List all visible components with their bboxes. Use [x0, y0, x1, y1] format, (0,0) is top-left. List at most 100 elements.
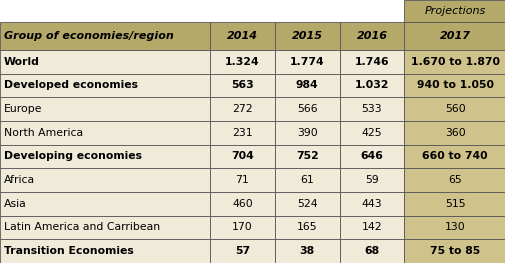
Bar	[274, 97, 339, 121]
Text: 704: 704	[231, 151, 253, 161]
Bar	[210, 97, 274, 121]
Text: 1.324: 1.324	[225, 57, 259, 67]
Bar	[339, 22, 403, 50]
Bar	[339, 239, 403, 263]
Text: 2015: 2015	[291, 31, 322, 41]
Bar	[210, 22, 274, 50]
Text: 272: 272	[232, 104, 252, 114]
Text: 563: 563	[231, 80, 253, 90]
Bar	[403, 168, 505, 192]
Bar	[210, 168, 274, 192]
Bar	[339, 216, 403, 239]
Text: 231: 231	[232, 128, 252, 138]
Bar	[210, 145, 274, 168]
Text: 68: 68	[364, 246, 379, 256]
Bar	[274, 168, 339, 192]
Bar	[0, 97, 210, 121]
Text: 515: 515	[444, 199, 465, 209]
Text: 566: 566	[296, 104, 317, 114]
Bar	[274, 0, 339, 22]
Text: 1.746: 1.746	[354, 57, 388, 67]
Bar	[274, 239, 339, 263]
Bar	[274, 121, 339, 145]
Text: 560: 560	[444, 104, 465, 114]
Bar	[339, 145, 403, 168]
Bar	[210, 50, 274, 74]
Text: 390: 390	[296, 128, 317, 138]
Text: 360: 360	[444, 128, 465, 138]
Bar	[0, 121, 210, 145]
Text: 2016: 2016	[356, 31, 387, 41]
Text: Europe: Europe	[4, 104, 42, 114]
Text: 2017: 2017	[439, 31, 470, 41]
Text: North America: North America	[4, 128, 82, 138]
Text: 71: 71	[235, 175, 249, 185]
Text: 170: 170	[231, 222, 252, 232]
Text: Group of economies/region: Group of economies/region	[4, 31, 173, 41]
Text: 1.774: 1.774	[289, 57, 324, 67]
Bar	[403, 74, 505, 97]
Text: 75 to 85: 75 to 85	[429, 246, 479, 256]
Bar	[403, 22, 505, 50]
Bar	[0, 74, 210, 97]
Text: 57: 57	[234, 246, 249, 256]
Bar	[210, 216, 274, 239]
Bar	[210, 121, 274, 145]
Bar	[339, 168, 403, 192]
Bar	[0, 50, 210, 74]
Bar	[403, 216, 505, 239]
Bar	[0, 168, 210, 192]
Text: Developed economies: Developed economies	[4, 80, 137, 90]
Bar	[210, 0, 274, 22]
Text: 61: 61	[299, 175, 314, 185]
Text: 1.670 to 1.870: 1.670 to 1.870	[410, 57, 498, 67]
Text: 1.032: 1.032	[354, 80, 388, 90]
Bar	[403, 121, 505, 145]
Bar	[339, 74, 403, 97]
Bar	[339, 50, 403, 74]
Bar	[0, 145, 210, 168]
Bar	[403, 50, 505, 74]
Text: 984: 984	[295, 80, 318, 90]
Text: Asia: Asia	[4, 199, 26, 209]
Bar	[0, 0, 210, 22]
Text: 130: 130	[444, 222, 465, 232]
Text: 533: 533	[361, 104, 381, 114]
Bar	[403, 0, 505, 22]
Bar	[0, 192, 210, 216]
Text: 38: 38	[299, 246, 314, 256]
Bar	[339, 121, 403, 145]
Text: 460: 460	[231, 199, 252, 209]
Text: 940 to 1.050: 940 to 1.050	[416, 80, 493, 90]
Bar	[210, 239, 274, 263]
Bar	[0, 239, 210, 263]
Bar	[339, 0, 403, 22]
Bar	[339, 97, 403, 121]
Text: 443: 443	[361, 199, 381, 209]
Text: 165: 165	[296, 222, 317, 232]
Bar	[403, 192, 505, 216]
Text: Projections: Projections	[424, 6, 485, 16]
Bar	[210, 192, 274, 216]
Bar	[274, 216, 339, 239]
Bar	[274, 74, 339, 97]
Text: Transition Economies: Transition Economies	[4, 246, 133, 256]
Text: 59: 59	[364, 175, 378, 185]
Text: 660 to 740: 660 to 740	[422, 151, 487, 161]
Bar	[403, 145, 505, 168]
Text: World: World	[4, 57, 39, 67]
Bar	[403, 239, 505, 263]
Bar	[0, 22, 210, 50]
Bar	[274, 22, 339, 50]
Bar	[403, 97, 505, 121]
Bar	[274, 50, 339, 74]
Bar	[274, 192, 339, 216]
Text: 2014: 2014	[226, 31, 258, 41]
Text: Developing economies: Developing economies	[4, 151, 141, 161]
Text: 65: 65	[447, 175, 461, 185]
Text: 425: 425	[361, 128, 381, 138]
Text: 646: 646	[360, 151, 383, 161]
Bar	[0, 216, 210, 239]
Bar	[274, 145, 339, 168]
Bar	[210, 74, 274, 97]
